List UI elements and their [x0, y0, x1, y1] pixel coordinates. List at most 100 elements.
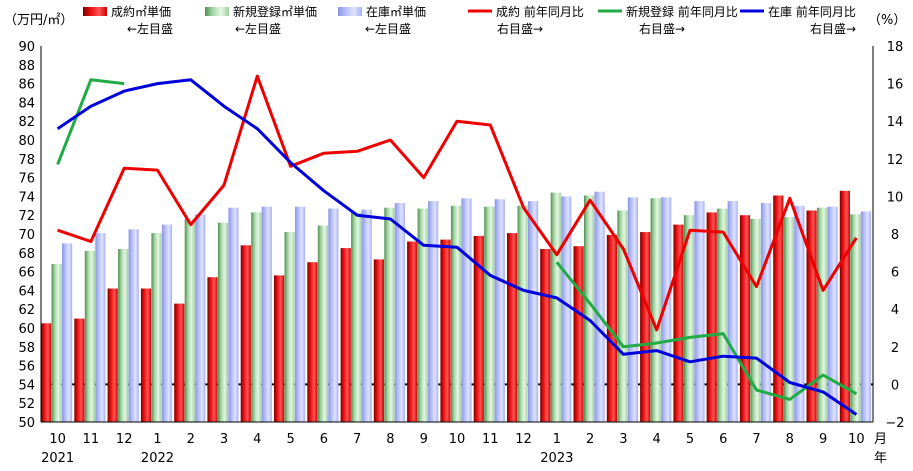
legend-sub-2: ←左目盛: [365, 21, 411, 36]
bar-s2-4: [195, 214, 206, 422]
bar-s0-10: [373, 259, 384, 422]
right-tick-label: 14: [887, 115, 904, 130]
left-tick-label: 82: [18, 115, 35, 130]
bar-s1-16: [584, 195, 595, 422]
bar-s2-12: [461, 198, 472, 422]
bar-s2-23: [827, 206, 838, 422]
x-tick-label: 2: [586, 432, 594, 447]
left-tick-label: 70: [18, 228, 35, 243]
bar-s1-10: [384, 207, 395, 422]
line-series-group: [56, 74, 858, 416]
bar-s1-0: [51, 264, 62, 422]
left-tick-label: 56: [18, 360, 35, 375]
bar-s2-19: [694, 201, 705, 422]
legend-swatch-1: [205, 7, 229, 16]
bar-series-group: [41, 190, 871, 422]
left-tick-label: 84: [18, 96, 35, 111]
legend-sub-3: 右目盛→: [497, 21, 543, 36]
legend-label-3: 成約 前年同月比: [496, 4, 584, 19]
bar-s2-24: [860, 211, 871, 422]
bar-s2-16: [594, 191, 605, 422]
bar-s0-22: [773, 195, 784, 422]
bar-s1-2: [118, 249, 129, 422]
right-tick-label: 2: [891, 341, 899, 356]
left-tick-label: 68: [18, 247, 35, 262]
left-tick-label: 62: [18, 303, 35, 318]
left-axis-unit: （万円/㎡）: [4, 13, 73, 28]
x-tick-label: 9: [420, 432, 428, 447]
left-tick-label: 66: [18, 266, 35, 281]
bar-s2-10: [394, 203, 405, 422]
bar-s0-8: [307, 262, 318, 422]
bar-s2-0: [62, 243, 73, 422]
bar-s1-17: [617, 210, 628, 422]
right-tick-label: 0: [891, 378, 899, 393]
bar-s1-18: [650, 198, 661, 422]
right-tick-label: 16: [887, 78, 904, 93]
year-label: 2023: [540, 451, 573, 466]
bar-s1-1: [84, 250, 95, 422]
bar-s1-9: [351, 212, 362, 422]
bar-s2-21: [760, 203, 772, 422]
bar-s0-18: [640, 232, 651, 422]
legend-label-4: 新規登録 前年同月比: [626, 4, 738, 19]
x-tick-label: 12: [116, 432, 133, 447]
legend-sub-5: 右目盛→: [810, 21, 856, 36]
bar-s2-9: [361, 209, 372, 422]
right-axis-unit: （%）: [868, 13, 906, 28]
legend-sub-1: ←左目盛: [235, 21, 281, 36]
bar-s2-22: [794, 205, 805, 422]
legend-swatch-0: [83, 7, 107, 16]
bar-s1-14: [517, 205, 528, 422]
bar-s2-14: [528, 201, 539, 422]
x-tick-label: 11: [482, 432, 499, 447]
left-tick-label: 54: [18, 378, 35, 393]
bar-s1-20: [717, 208, 728, 422]
left-tick-label: 88: [18, 59, 35, 74]
year-unit: 年: [874, 451, 887, 466]
x-tick-label: 8: [386, 432, 394, 447]
left-tick-label: 80: [18, 134, 35, 149]
bar-s1-13: [484, 206, 495, 422]
x-tick-label: 5: [286, 432, 294, 447]
legend-sub-4: 右目盛→: [639, 21, 685, 36]
x-tick-label: 10: [449, 432, 466, 447]
bar-s0-12: [440, 239, 451, 422]
legend-label-1: 新規登録㎡単価: [233, 4, 317, 19]
x-tick-label: 10: [49, 432, 66, 447]
right-tick-label: 12: [887, 153, 904, 168]
right-tick-label: 10: [887, 190, 904, 205]
right-axis-ticks: −2 0 2 4 6 8 10 12 14 16 18: [885, 40, 904, 431]
axes-group: [40, 46, 874, 423]
bar-s1-6: [251, 212, 262, 422]
bar-s0-14: [507, 233, 518, 422]
x-tick-label: 4: [253, 432, 261, 447]
x-tick-label: 11: [83, 432, 100, 447]
bar-s0-24: [839, 190, 850, 422]
bar-s1-24: [850, 214, 861, 422]
left-tick-label: 60: [18, 322, 35, 337]
bar-s0-1: [74, 318, 85, 422]
left-tick-label: 72: [18, 209, 35, 224]
left-tick-label: 52: [18, 397, 35, 412]
bar-s1-7: [284, 232, 295, 422]
left-tick-label: 74: [18, 190, 35, 205]
x-tick-label: 7: [353, 432, 361, 447]
bar-s0-21: [739, 215, 751, 422]
year-label: 2022: [141, 451, 174, 466]
bar-s0-15: [540, 249, 551, 422]
left-tick-label: 78: [18, 153, 35, 168]
bar-s2-13: [494, 199, 505, 422]
x-tick-label: 10: [848, 432, 865, 447]
bar-s0-3: [140, 288, 152, 422]
bar-s1-4: [184, 219, 195, 422]
right-tick-label: −2: [885, 416, 904, 431]
bar-s2-6: [261, 206, 272, 422]
bar-s2-1: [95, 233, 106, 422]
year-label: 2021: [41, 451, 74, 466]
bar-s0-5: [207, 277, 218, 422]
legend: 成約㎡単価 ←左目盛 新規登録㎡単価 ←左目盛 在庫㎡単価 ←左目盛 成約 前年同月比右目盛…: [83, 4, 856, 36]
bar-s1-11: [417, 208, 428, 422]
